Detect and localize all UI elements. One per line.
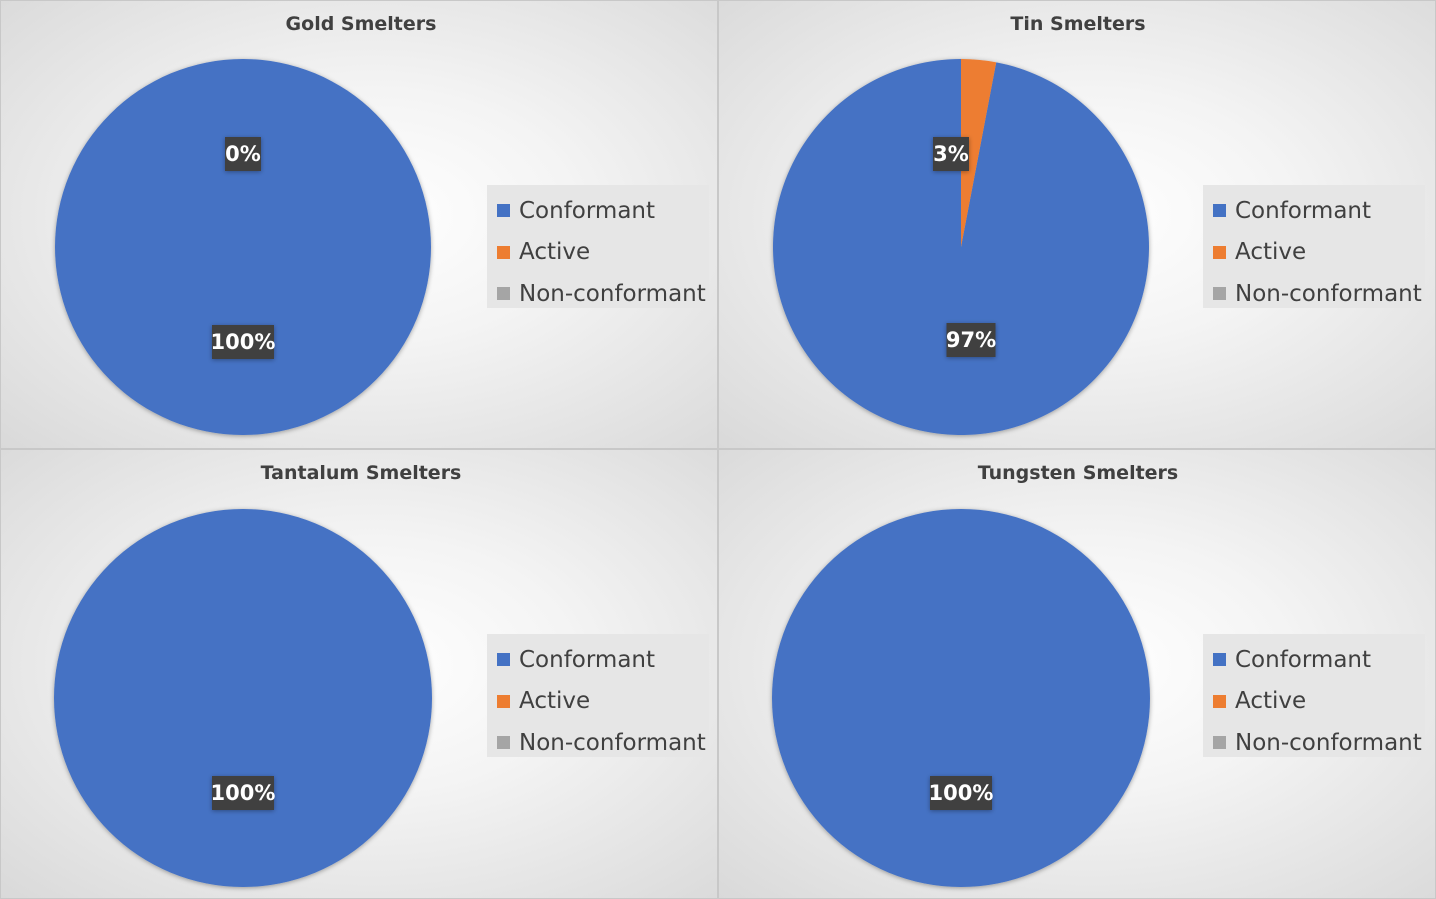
chart-title: Tin Smelters [1010,13,1146,35]
pie-slices [773,59,1149,435]
data-label-conformant: 100% [211,776,276,810]
legend-label: Non-conformant [519,729,706,756]
legend-label: Active [519,688,591,715]
pie-chart-gold: 100% 0% [55,59,431,435]
data-label-text: 0% [225,142,261,166]
slice-active [961,59,997,247]
chart-title: Tungsten Smelters [977,462,1179,484]
data-label-active: 0% [225,137,261,171]
chart-title: Tantalum Smelters [260,462,462,484]
pie-slices [55,59,431,435]
legend-item-conformant: Conformant [497,639,709,681]
legend-item-non-conformant: Non-conformant [1213,722,1425,764]
data-label-conformant: 100% [929,776,994,810]
pie-chart-tin: 97% 3% [773,59,1149,435]
legend-swatch-non-conformant [1213,736,1226,750]
legend-item-active: Active [497,232,709,274]
data-label-box [212,776,274,810]
data-label-text: 97% [946,328,996,352]
chart-panel-tungsten: Tungsten Smelters 100% Conformant Active… [718,449,1436,899]
legend-item-non-conformant: Non-conformant [497,273,709,315]
chart-panel-tin: Tin Smelters 97% 3% Conformant Active Non… [718,0,1436,449]
pie-chart-tungsten: 100% [772,509,1150,887]
legend-label: Conformant [1235,197,1372,224]
legend-swatch-conformant [497,204,510,218]
chart-title: Gold Smelters [285,13,437,35]
data-label-text: 100% [211,330,276,354]
legend-swatch-active [1213,245,1226,259]
legend-label: Active [1235,239,1307,266]
slice-conformant [772,509,1150,887]
legend-swatch-active [1213,694,1226,708]
data-label-box [212,325,274,359]
legend-item-conformant: Conformant [1213,190,1425,232]
data-label-text: 100% [211,781,276,805]
legend-swatch-non-conformant [497,736,510,750]
data-label-active: 3% [933,137,969,171]
chart-panel-gold: Gold Smelters 100% 0% Conformant Active N… [0,0,718,449]
chart-legend: Conformant Active Non-conformant [487,185,709,308]
legend-swatch-non-conformant [497,287,510,301]
slice-conformant [55,59,431,435]
legend-item-non-conformant: Non-conformant [1213,273,1425,315]
data-label-conformant: 97% [946,323,996,357]
slice-conformant [54,509,432,887]
legend-label: Non-conformant [1235,280,1422,307]
legend-swatch-active [497,694,510,708]
slice-conformant [773,59,1149,435]
pie-slices [772,509,1150,887]
data-label-box [933,137,969,171]
legend-item-non-conformant: Non-conformant [497,722,709,764]
legend-swatch-active [497,245,510,259]
pie-chart-tantalum: 100% [54,509,432,887]
data-label-box [946,323,996,357]
legend-label: Conformant [519,197,656,224]
legend-swatch-non-conformant [1213,287,1226,301]
chart-legend: Conformant Active Non-conformant [1203,185,1425,308]
data-label-text: 100% [929,781,994,805]
legend-label: Active [519,239,591,266]
legend-swatch-conformant [1213,653,1226,667]
legend-label: Active [1235,688,1307,715]
data-label-text: 3% [933,142,969,166]
chart-panel-tantalum: Tantalum Smelters 100% Conformant Active… [0,449,718,899]
chart-legend: Conformant Active Non-conformant [1203,634,1425,757]
pie-slices [54,509,432,887]
data-label-box [930,776,992,810]
legend-item-active: Active [1213,232,1425,274]
legend-item-active: Active [1213,681,1425,723]
data-label-box [225,137,261,171]
legend-item-active: Active [497,681,709,723]
legend-label: Non-conformant [1235,729,1422,756]
legend-label: Non-conformant [519,280,706,307]
legend-swatch-conformant [497,653,510,667]
legend-swatch-conformant [1213,204,1226,218]
data-label-conformant: 100% [211,325,276,359]
legend-label: Conformant [1235,646,1372,673]
legend-item-conformant: Conformant [497,190,709,232]
legend-label: Conformant [519,646,656,673]
chart-legend: Conformant Active Non-conformant [487,634,709,757]
legend-item-conformant: Conformant [1213,639,1425,681]
